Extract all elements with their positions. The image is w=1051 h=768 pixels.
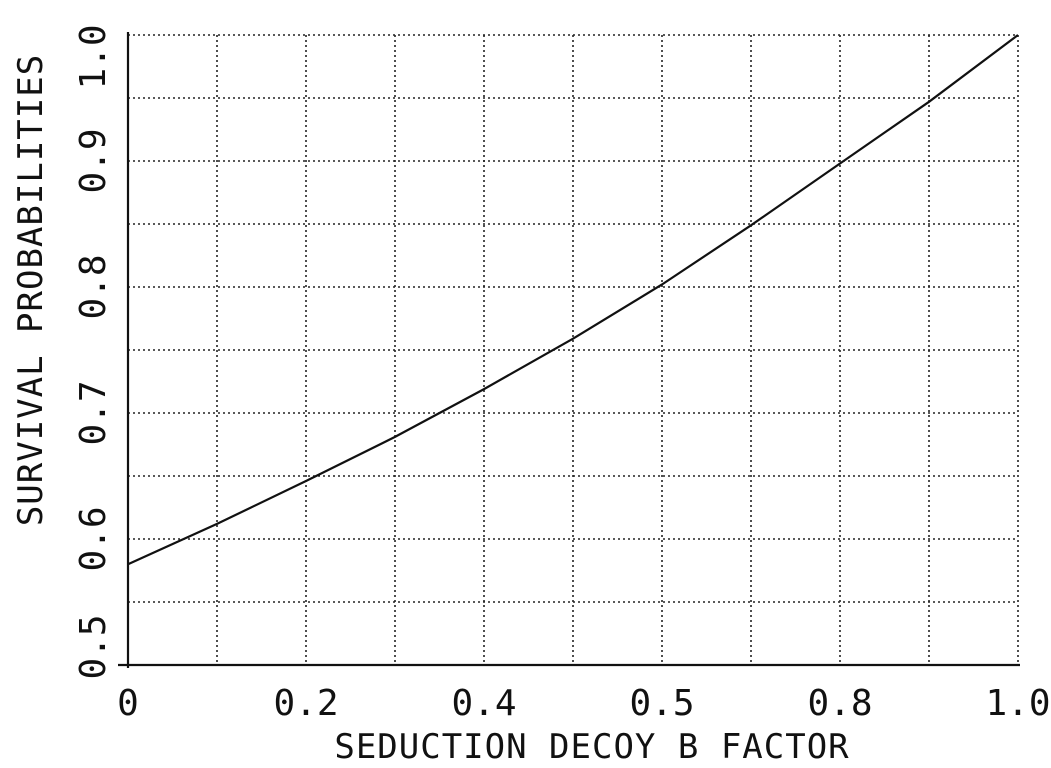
- x-tick-label: 0.5: [629, 683, 694, 724]
- x-tick-label: 0: [117, 683, 139, 724]
- series-line-0: [127, 34, 1019, 566]
- y-tick-label: 0.9: [73, 128, 114, 193]
- x-axis-title: SEDUCTION DECOY B FACTOR: [334, 727, 849, 767]
- y-tick-labels: 0.5 0.6 0.7 0.8 0.9 1.0: [73, 24, 114, 679]
- axes: [118, 32, 1020, 668]
- x-tick-label: 1.0: [985, 683, 1050, 724]
- y-axis-title: SURVIVAL PROBABILITIES: [11, 54, 51, 526]
- series: [127, 34, 1019, 566]
- x-tick-label: 0.2: [273, 683, 338, 724]
- x-tick-label: 0.4: [451, 683, 516, 724]
- y-tick-label: 1.0: [73, 24, 114, 89]
- y-tick-label: 0.5: [73, 614, 114, 679]
- grid: [128, 34, 1019, 665]
- x-tick-labels: 0 0.2 0.4 0.5 0.8 1.0: [117, 683, 1050, 724]
- x-tick-label: 0.8: [807, 683, 872, 724]
- y-tick-label: 0.7: [73, 380, 114, 445]
- y-tick-label: 0.6: [73, 506, 114, 571]
- y-tick-label: 0.8: [73, 254, 114, 319]
